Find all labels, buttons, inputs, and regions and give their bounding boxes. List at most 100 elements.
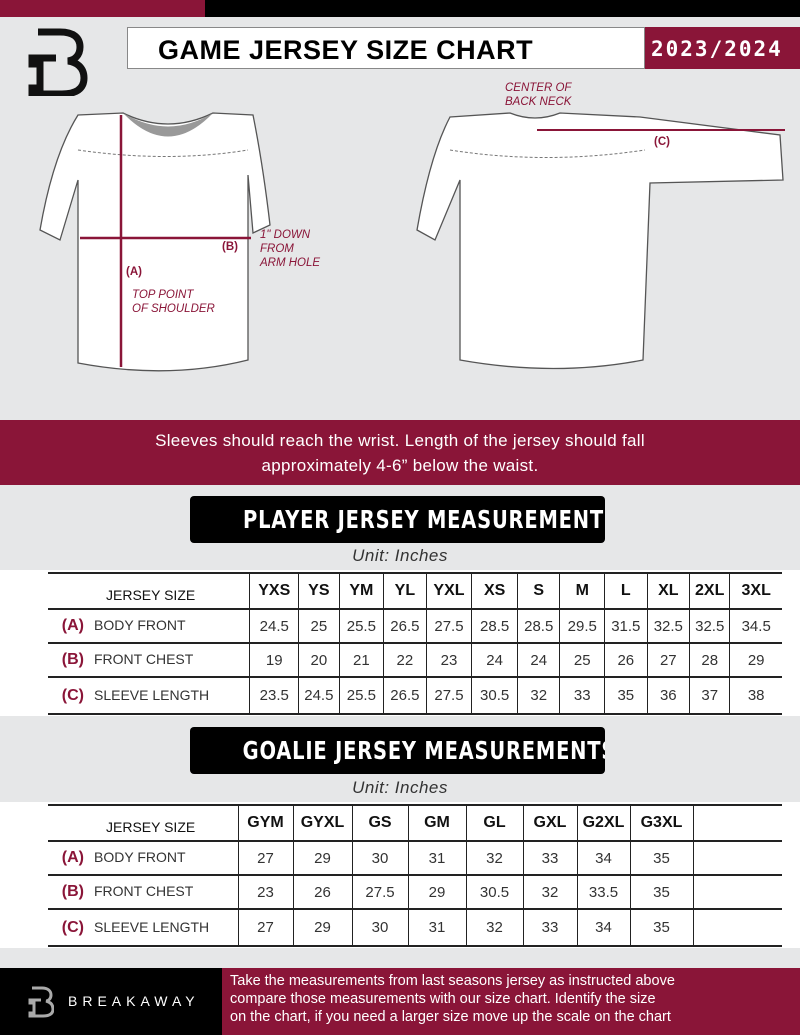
row-label: (B) FRONT CHEST <box>48 643 250 677</box>
table-row: (B) FRONT CHEST 23 26 27.5 29 30.5 32 33.5 35 <box>48 875 782 909</box>
size-header: YXS <box>249 573 299 609</box>
table-cell: 21 <box>338 643 384 677</box>
instructions-band: Sleeves should reach the wrist. Length o… <box>0 420 800 485</box>
goalie-unit: Unit: Inches <box>352 778 448 797</box>
goalie-size-table: JERSEY SIZE GYM GYXL GS GM GL GXL G2XL G3XL (A) BO… <box>48 804 782 947</box>
table-cell: 25.5 <box>338 609 384 643</box>
table-row: (C) SLEEVE LENGTH 23.5 24.5 25.5 26.5 27.5 30.5… <box>48 677 782 714</box>
row-letter: (A) <box>61 617 84 634</box>
row-label-text: FRONT CHEST <box>94 651 194 667</box>
table-cell: 25 <box>559 643 605 677</box>
table-cell: 30.5 <box>465 875 523 909</box>
table-cell: 38 <box>729 677 782 714</box>
table-cell: 24.5 <box>298 677 340 714</box>
table-row: (B) FRONT CHEST 19 20 21 22 23 24 24 25 26 27 28 29 <box>48 643 782 677</box>
table-cell <box>692 875 782 909</box>
table-cell: 32 <box>522 875 577 909</box>
player-unit: Unit: Inches <box>352 546 448 565</box>
table-cell: 27.5 <box>425 609 472 643</box>
table-cell: 34 <box>576 909 630 946</box>
table-row: (A) BODY FRONT 27 29 30 31 32 33 34 35 <box>48 841 782 875</box>
size-header: YM <box>338 573 384 609</box>
table-cell: 31.5 <box>604 609 648 643</box>
size-header <box>692 805 782 841</box>
table-cell: 32 <box>465 909 523 946</box>
row-letter: (B) <box>61 651 84 668</box>
player-section-title-text: PLAYER JERSEY MEASUREMENTS <box>242 505 605 534</box>
table-cell: 29 <box>407 875 466 909</box>
row-letter: (C) <box>61 686 84 704</box>
table-cell: 30 <box>351 841 408 875</box>
table-cell: 31 <box>407 841 466 875</box>
table-cell: 22 <box>383 643 427 677</box>
season-label: 2023/2024 <box>645 27 800 69</box>
row-label: (A) BODY FRONT <box>48 841 238 875</box>
brand-name: BREAKAWAY <box>68 993 200 1009</box>
table-cell: 37 <box>689 677 730 714</box>
table-cell: 32 <box>516 677 560 714</box>
row-letter: (C) <box>61 918 84 936</box>
table-cell: 28.5 <box>516 609 560 643</box>
label-b: (B) <box>222 241 238 253</box>
size-header: L <box>604 573 648 609</box>
table-cell: 31 <box>407 909 466 946</box>
table-cell: 23 <box>425 643 472 677</box>
brand-logo-icon <box>28 986 54 1018</box>
table-cell: 27.5 <box>351 875 408 909</box>
row-label: (C) SLEEVE LENGTH <box>48 677 250 714</box>
table-cell: 27 <box>237 841 293 875</box>
goalie-section-title-text: GOALIE JERSEY MEASUREMENTS <box>242 736 605 765</box>
size-header: GL <box>465 805 523 841</box>
table-cell: 33 <box>522 841 577 875</box>
table-cell: 29 <box>292 841 352 875</box>
table-row: (C) SLEEVE LENGTH 27 29 30 31 32 33 34 35 <box>48 909 782 946</box>
row-label: (C) SLEEVE LENGTH <box>48 909 238 946</box>
size-header: XS <box>471 573 518 609</box>
table-cell: 33 <box>559 677 605 714</box>
table-cell: 25 <box>298 609 340 643</box>
table-cell: 28.5 <box>471 609 518 643</box>
a-note: TOP POINT OF SHOULDER <box>132 289 215 315</box>
b-note: 1" DOWN FROM ARM HOLE <box>260 229 321 269</box>
table-cell: 36 <box>646 677 690 714</box>
label-c: (C) <box>654 136 670 148</box>
table-cell: 24.5 <box>249 609 299 643</box>
back-neck-note: CENTER OF BACK NECK <box>505 82 572 108</box>
table-cell: 23 <box>237 875 293 909</box>
table-cell: 27.5 <box>425 677 472 714</box>
table-cell: 20 <box>298 643 340 677</box>
table-cell: 25.5 <box>338 677 384 714</box>
size-header: G2XL <box>576 805 630 841</box>
row-label-text: BODY FRONT <box>94 617 186 633</box>
table-cell: 19 <box>249 643 299 677</box>
table-cell: 29 <box>292 909 352 946</box>
jersey-size-header: JERSEY SIZE <box>106 587 196 603</box>
size-header: GM <box>407 805 466 841</box>
player-size-table: JERSEY SIZE YXS YS YM YL YXL XS S M L XL 2XL 3XL (A) B… <box>48 572 782 715</box>
table-cell: 26 <box>604 643 648 677</box>
table-cell: 33 <box>522 909 577 946</box>
footer-instructions: Take the measurements from last seasons … <box>222 968 800 1035</box>
table-cell: 26.5 <box>383 677 427 714</box>
table-cell: 35 <box>629 909 693 946</box>
table-cell <box>692 909 782 946</box>
size-header: YS <box>298 573 340 609</box>
page-title: GAME JERSEY SIZE CHART <box>127 27 645 69</box>
table-cell: 32 <box>465 841 523 875</box>
size-header: S <box>516 573 560 609</box>
player-section-title: PLAYER JERSEY MEASUREMENTS <box>190 496 605 543</box>
table-cell: 35 <box>604 677 648 714</box>
size-header: G3XL <box>629 805 693 841</box>
size-header: GS <box>351 805 408 841</box>
table-cell: 27 <box>237 909 293 946</box>
size-header: M <box>559 573 605 609</box>
table-cell: 23.5 <box>249 677 299 714</box>
size-header: YL <box>383 573 427 609</box>
table-cell: 32.5 <box>646 609 690 643</box>
size-header: GYM <box>237 805 293 841</box>
jersey-size-header: JERSEY SIZE <box>106 819 196 835</box>
jersey-front-diagram <box>39 112 271 372</box>
row-label-text: FRONT CHEST <box>94 883 194 899</box>
table-cell: 35 <box>629 841 693 875</box>
table-cell: 35 <box>629 875 693 909</box>
